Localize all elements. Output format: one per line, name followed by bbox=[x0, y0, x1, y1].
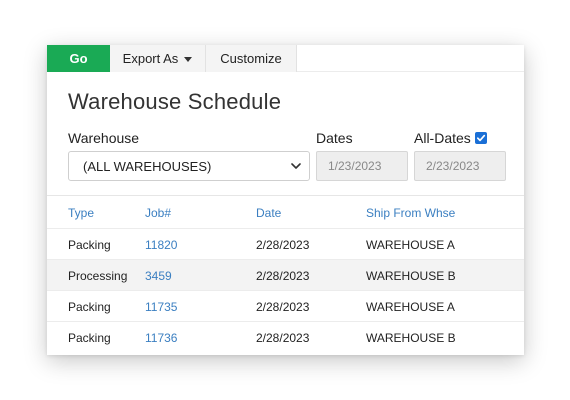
export-as-menu-button[interactable]: Export As bbox=[110, 45, 206, 72]
job-link[interactable]: 11736 bbox=[145, 331, 178, 345]
table-row: Packing 11820 2/28/2023 WAREHOUSE A bbox=[47, 228, 524, 259]
cell-type: Processing bbox=[68, 269, 128, 283]
warehouse-select[interactable]: (ALL WAREHOUSES) bbox=[68, 151, 310, 181]
cell-ship-from-whse: WAREHOUSE B bbox=[366, 269, 456, 283]
cell-date: 2/28/2023 bbox=[256, 238, 310, 252]
check-icon bbox=[476, 134, 486, 142]
dates-label: Dates bbox=[316, 130, 353, 146]
table-header: Type Job# Date Ship From Whse bbox=[47, 196, 524, 228]
all-dates-checkbox[interactable] bbox=[475, 132, 487, 144]
date-from-field[interactable]: 1/23/2023 bbox=[316, 151, 408, 181]
page-title: Warehouse Schedule bbox=[68, 89, 282, 114]
cell-date: 2/28/2023 bbox=[256, 269, 310, 283]
chevron-down-icon bbox=[291, 163, 301, 169]
cell-type: Packing bbox=[68, 238, 111, 252]
cell-date: 2/28/2023 bbox=[256, 331, 310, 345]
cell-ship-from-whse: WAREHOUSE A bbox=[366, 300, 455, 314]
job-link[interactable]: 3459 bbox=[145, 269, 172, 283]
toolbar: Go Export As Customize bbox=[47, 45, 524, 72]
table-row: Packing 11736 2/28/2023 WAREHOUSE B bbox=[47, 321, 524, 352]
schedule-panel: Go Export As Customize Warehouse Schedul… bbox=[47, 45, 524, 355]
column-header-date[interactable]: Date bbox=[256, 206, 282, 220]
export-as-label: Export As bbox=[122, 51, 179, 66]
cell-ship-from-whse: WAREHOUSE A bbox=[366, 238, 455, 252]
job-link[interactable]: 11820 bbox=[145, 238, 178, 252]
all-dates-label: All-Dates bbox=[414, 130, 471, 146]
go-button[interactable]: Go bbox=[47, 45, 110, 72]
table-row: Packing 11735 2/28/2023 WAREHOUSE A bbox=[47, 290, 524, 321]
caret-down-icon bbox=[184, 56, 193, 62]
table-row: Processing 3459 2/28/2023 WAREHOUSE B bbox=[47, 259, 524, 290]
cell-date: 2/28/2023 bbox=[256, 300, 310, 314]
cell-ship-from-whse: WAREHOUSE B bbox=[366, 331, 456, 345]
date-to-field[interactable]: 2/23/2023 bbox=[414, 151, 506, 181]
cell-type: Packing bbox=[68, 331, 111, 345]
table-divider bbox=[47, 195, 524, 196]
warehouse-select-value: (ALL WAREHOUSES) bbox=[83, 158, 212, 174]
warehouse-label: Warehouse bbox=[68, 130, 140, 146]
job-link[interactable]: 11735 bbox=[145, 300, 178, 314]
toolbar-spacer bbox=[297, 45, 524, 72]
column-header-job[interactable]: Job# bbox=[145, 206, 172, 220]
customize-button[interactable]: Customize bbox=[206, 45, 297, 72]
cell-type: Packing bbox=[68, 300, 111, 314]
column-header-ship-from-whse[interactable]: Ship From Whse bbox=[366, 206, 456, 220]
column-header-type[interactable]: Type bbox=[68, 206, 95, 220]
